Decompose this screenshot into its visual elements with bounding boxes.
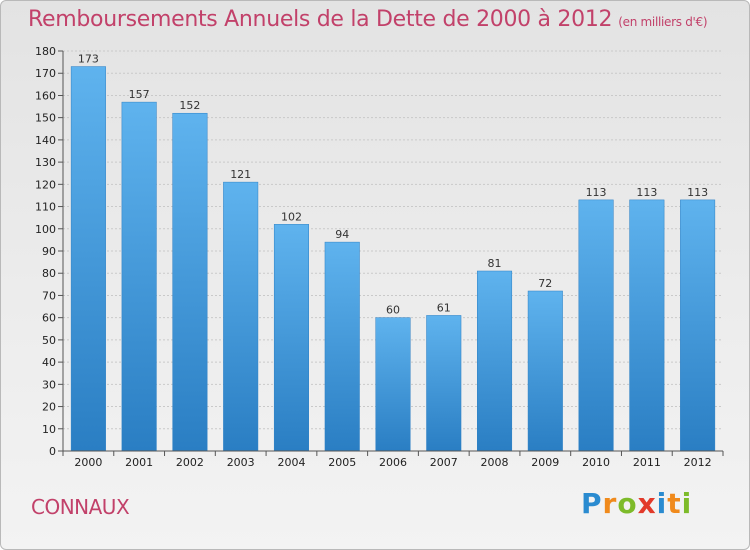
bar-value-label: 60 xyxy=(386,304,400,317)
x-axis: 2000 2001 2002 2003 2004 2005 2006 2007 2008 2009… xyxy=(62,450,724,469)
bars: 173 157 152 121 102 94 60 61 81 72 113 113 113 xyxy=(70,53,716,452)
bar-value-label: 113 xyxy=(687,186,708,199)
logo-letter: P xyxy=(581,487,603,520)
bar xyxy=(426,315,462,452)
y-tick-label: 110 xyxy=(35,201,56,214)
bar-value-label: 121 xyxy=(230,168,251,181)
proxiti-logo: Proxiti xyxy=(581,487,692,520)
bar-value-label: 94 xyxy=(335,228,349,241)
y-tick-label: 100 xyxy=(35,223,56,236)
bar xyxy=(375,317,411,452)
y-tick-label: 70 xyxy=(42,289,56,302)
x-tick-label: 2002 xyxy=(176,456,204,469)
bar xyxy=(121,101,157,452)
y-tick-label: 170 xyxy=(35,67,56,80)
x-tick-label: 2004 xyxy=(277,456,305,469)
bar-value-label: 61 xyxy=(437,301,451,314)
bar xyxy=(70,66,106,452)
x-tick-label: 2009 xyxy=(531,456,559,469)
chart-title-text: Remboursements Annuels de la Dette de 20… xyxy=(28,7,613,32)
y-tick-label: 20 xyxy=(42,401,56,414)
bar-value-label: 102 xyxy=(281,210,302,223)
y-tick-label: 0 xyxy=(49,445,56,458)
bar-value-label: 152 xyxy=(179,99,200,112)
bar-value-label: 157 xyxy=(129,88,150,101)
x-tick-label: 2011 xyxy=(633,456,661,469)
y-tick-label: 60 xyxy=(42,312,56,325)
logo-letter: x xyxy=(637,487,657,520)
bar-value-label: 173 xyxy=(78,53,99,66)
bar xyxy=(324,241,360,452)
y-tick-label: 120 xyxy=(35,178,56,191)
bar xyxy=(527,290,563,452)
bar xyxy=(273,224,309,452)
x-tick-label: 2010 xyxy=(582,456,610,469)
logo-letter: r xyxy=(602,487,618,520)
x-tick-label: 2006 xyxy=(379,456,407,469)
bar xyxy=(223,181,259,452)
y-tick-label: 160 xyxy=(35,89,56,102)
y-tick-label: 40 xyxy=(42,356,56,369)
chart-unit: (en milliers d'€) xyxy=(618,15,708,29)
bar-value-label: 113 xyxy=(636,186,657,199)
chart-title: Remboursements Annuels de la Dette de 20… xyxy=(28,7,708,32)
y-axis: 0 10 20 30 40 50 60 70 80 90 100 110 120 130 140 150 160… xyxy=(35,45,64,458)
y-tick-label: 10 xyxy=(42,423,56,436)
x-tick-label: 2001 xyxy=(125,456,153,469)
x-tick-label: 2007 xyxy=(430,456,458,469)
bar-value-label: 72 xyxy=(538,277,552,290)
x-tick-label: 2003 xyxy=(227,456,255,469)
logo-letter: i xyxy=(656,487,668,520)
bar xyxy=(172,112,208,452)
y-tick-label: 180 xyxy=(35,45,56,58)
logo-letter: t xyxy=(667,487,682,520)
y-tick-label: 130 xyxy=(35,156,56,169)
y-tick-label: 150 xyxy=(35,112,56,125)
y-tick-label: 30 xyxy=(42,378,56,391)
bar xyxy=(680,199,716,452)
bar-value-label: 81 xyxy=(488,257,502,270)
bar xyxy=(477,270,513,452)
x-tick-label: 2000 xyxy=(74,456,102,469)
y-tick-label: 50 xyxy=(42,334,56,347)
x-tick-label: 2008 xyxy=(481,456,509,469)
x-tick-label: 2005 xyxy=(328,456,356,469)
logo-letter: i xyxy=(681,487,693,520)
logo-letter: o xyxy=(617,487,638,520)
bar xyxy=(629,199,665,452)
city-name: CONNAUX xyxy=(31,495,130,519)
y-tick-label: 90 xyxy=(42,245,56,258)
bar-value-label: 113 xyxy=(586,186,607,199)
y-tick-label: 80 xyxy=(42,267,56,280)
y-tick-label: 140 xyxy=(35,134,56,147)
x-tick-label: 2012 xyxy=(684,456,712,469)
bar xyxy=(578,199,614,452)
